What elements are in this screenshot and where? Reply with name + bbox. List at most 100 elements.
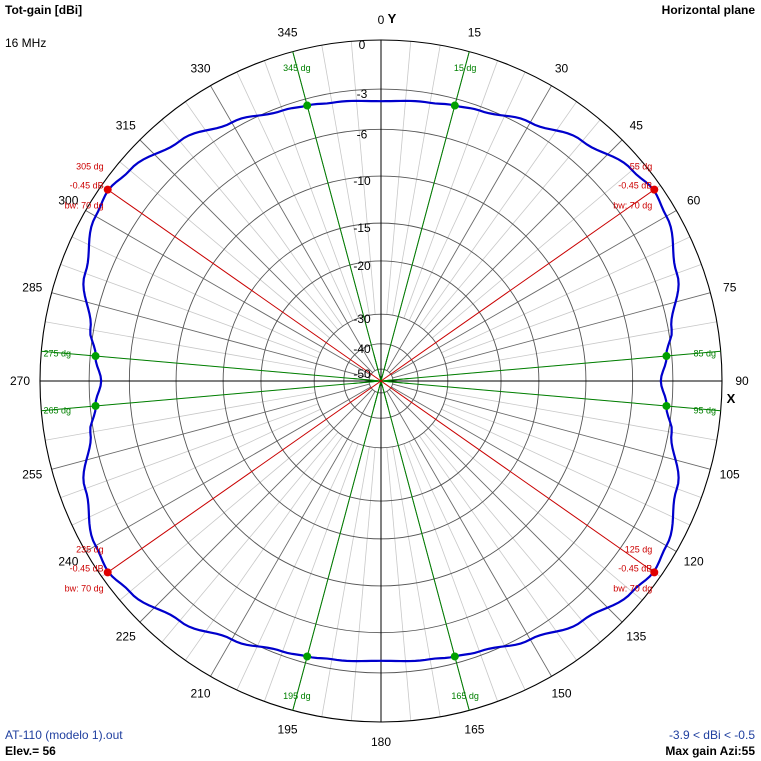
db-ring-label: -50 [353, 367, 371, 381]
green-marker-label: 95 dg [693, 405, 716, 415]
angle-tick-label: 0 [378, 13, 385, 27]
green-marker-line [292, 51, 389, 409]
angle-tick-label: 210 [190, 687, 210, 701]
green-marker-label: 345 dg [283, 63, 311, 73]
max-gain-label: Max gain Azi:55 [665, 744, 755, 758]
fine-radial-line [119, 161, 331, 339]
red-marker-bw-label: bw: 70 dg [65, 201, 104, 211]
fine-radial-line [419, 435, 577, 661]
green-marker-label: 275 dg [43, 349, 71, 359]
green-marker-label: 85 dg [693, 349, 716, 359]
fine-radial-line [446, 321, 717, 370]
plane-label: Horizontal plane [661, 3, 755, 17]
green-marker-dot [662, 401, 671, 410]
fine-radial-line [392, 446, 441, 717]
fine-radial-line [263, 60, 359, 319]
red-marker-bw-label: bw: 70 dg [613, 201, 652, 211]
angle-tick-label: 240 [58, 555, 78, 569]
fine-radial-line [350, 41, 376, 315]
fine-radial-line [431, 161, 643, 339]
red-marker-line [107, 189, 382, 382]
db-ring-label: -20 [353, 259, 371, 273]
fine-radial-line [45, 392, 316, 441]
red-marker-line [380, 189, 655, 382]
chart-labels: 0 15 30 45 60 75 90 105 120 135 150 165 180 195 210 225… [10, 13, 749, 749]
frequency-label: 16 MHz [5, 36, 47, 50]
fine-radial-line [71, 236, 321, 354]
fine-radial-line [236, 71, 354, 321]
fine-radial-line [441, 236, 691, 354]
fine-radial-line [60, 263, 319, 359]
chart-title: Tot-gain [dBi] [5, 3, 83, 17]
fine-radial-line [441, 408, 691, 526]
file-name-label: AT-110 (modelo 1).out [5, 728, 123, 742]
elevation-label: Elev.= 56 [5, 744, 56, 758]
red-marker-angle-label: 235 dg [76, 544, 104, 554]
fine-radial-line [161, 119, 339, 331]
fine-radial-line [185, 101, 343, 327]
green-marker-line [41, 350, 409, 384]
angle-tick-label: 120 [684, 555, 704, 569]
fine-radial-line [408, 71, 526, 321]
fine-radial-line [71, 408, 321, 526]
red-marker-line [107, 380, 382, 573]
green-marker-line [41, 378, 409, 412]
fine-radial-line [386, 41, 412, 315]
fine-radial-line [446, 392, 717, 441]
fine-radial-line [423, 119, 601, 331]
angle-tick-label: 15 [468, 25, 482, 39]
green-marker-dot [91, 352, 100, 361]
fine-radial-line [403, 60, 499, 319]
fine-radial-line [431, 423, 643, 601]
angle-tick-label: 135 [626, 629, 646, 643]
angle-tick-label: 345 [278, 25, 298, 39]
red-marker-gain-label: -0.45 dB [618, 181, 652, 191]
red-marker-angle-label: 125 dg [625, 544, 653, 554]
angle-tick-label: 45 [630, 119, 644, 133]
green-marker-line [292, 353, 389, 711]
gain-range-label: -3.9 < dBi < -0.5 [668, 728, 755, 742]
green-marker-line [353, 350, 721, 384]
red-marker-gain-label: -0.45 dB [618, 563, 652, 573]
angle-tick-label: 285 [22, 281, 42, 295]
green-marker-line [353, 378, 721, 412]
red-marker-angle-label: 55 dg [630, 162, 653, 172]
red-marker-line [380, 380, 655, 573]
green-marker-dot [450, 652, 459, 661]
fine-radial-line [392, 45, 441, 316]
fine-radial-line [443, 263, 702, 359]
angle-tick-label: 30 [555, 61, 569, 75]
green-marker-label: 265 dg [43, 405, 71, 415]
marker-lines [41, 51, 721, 711]
db-ring-label: 0 [359, 38, 366, 52]
red-marker-gain-label: -0.45 dB [70, 563, 104, 573]
db-ring-label: -15 [353, 221, 371, 235]
fine-radial-line [443, 403, 702, 499]
red-marker-dot [103, 568, 112, 577]
green-marker-dot [450, 101, 459, 110]
angle-tick-label: 300 [58, 194, 78, 208]
fine-radial-line [236, 441, 354, 691]
red-marker-dot [103, 185, 112, 194]
red-marker-bw-label: bw: 70 dg [613, 583, 652, 593]
angle-tick-label: 270 [10, 374, 30, 388]
angle-tick-label: 330 [190, 61, 210, 75]
fine-radial-line [321, 45, 370, 316]
fine-radial-line [403, 443, 499, 702]
green-marker-dot [662, 352, 671, 361]
fine-radial-line [60, 403, 319, 499]
angle-tick-label: 105 [720, 467, 740, 481]
green-marker-label: 165 dg [451, 691, 479, 701]
db-ring-label: -6 [357, 127, 368, 141]
fine-radial-line [386, 447, 412, 721]
db-ring-label: -3 [357, 87, 368, 101]
pattern-layer [82, 99, 680, 663]
angle-tick-label: 255 [22, 467, 42, 481]
green-marker-dot [303, 652, 312, 661]
fine-radial-line [161, 431, 339, 643]
angle-tick-label: 315 [116, 119, 136, 133]
angle-tick-label: 90 [735, 374, 749, 388]
fine-radial-line [263, 443, 359, 702]
angle-tick-label: 180 [371, 735, 391, 749]
